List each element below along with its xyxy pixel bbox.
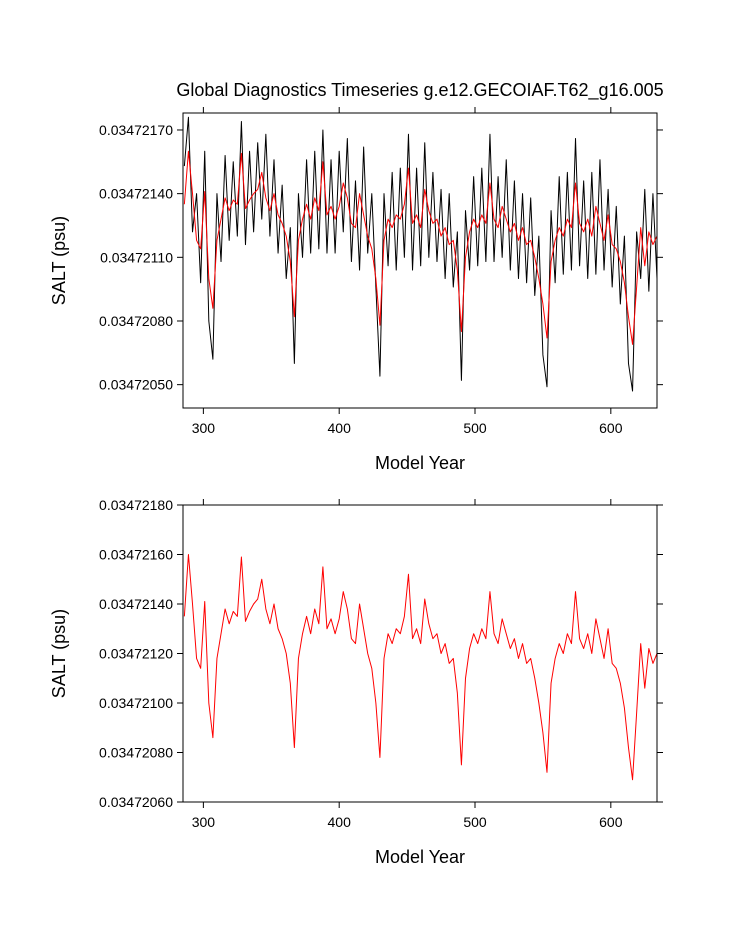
- x-tick-label: 600: [599, 420, 623, 436]
- y-tick-label: 0.03472080: [99, 745, 173, 761]
- y-tick-label: 0.03472110: [100, 249, 173, 265]
- y-axis-label: SALT (psu): [49, 609, 69, 698]
- x-tick-label: 400: [328, 814, 352, 830]
- x-tick-label: 300: [192, 814, 216, 830]
- series-line: [183, 554, 657, 781]
- y-axis-label: SALT (psu): [49, 216, 69, 305]
- series-line: [183, 116, 657, 392]
- x-tick-label: 300: [192, 420, 216, 436]
- chart-title: Global Diagnostics Timeseries g.e12.GECO…: [176, 80, 663, 101]
- series-line: [183, 150, 657, 345]
- x-tick-label: 400: [328, 420, 352, 436]
- x-tick-label: 600: [599, 814, 623, 830]
- y-tick-label: 0.03472180: [99, 497, 173, 513]
- x-tick-label: 500: [463, 814, 487, 830]
- y-tick-label: 0.03472080: [99, 313, 173, 329]
- plot-frame: [182, 504, 658, 803]
- y-tick-label: 0.03472170: [99, 122, 173, 138]
- x-axis-label: Model Year: [375, 847, 465, 867]
- y-tick-label: 0.03472140: [99, 186, 173, 202]
- y-tick-label: 0.03472160: [99, 547, 173, 563]
- plot-frame: [182, 112, 658, 409]
- y-tick-label: 0.03472140: [99, 596, 173, 612]
- y-tick-label: 0.03472050: [99, 377, 173, 393]
- x-tick-label: 500: [463, 420, 487, 436]
- y-tick-label: 0.03472100: [99, 695, 173, 711]
- y-tick-label: 0.03472120: [99, 646, 173, 662]
- x-axis-label: Model Year: [375, 453, 465, 473]
- y-tick-label: 0.03472060: [99, 794, 173, 810]
